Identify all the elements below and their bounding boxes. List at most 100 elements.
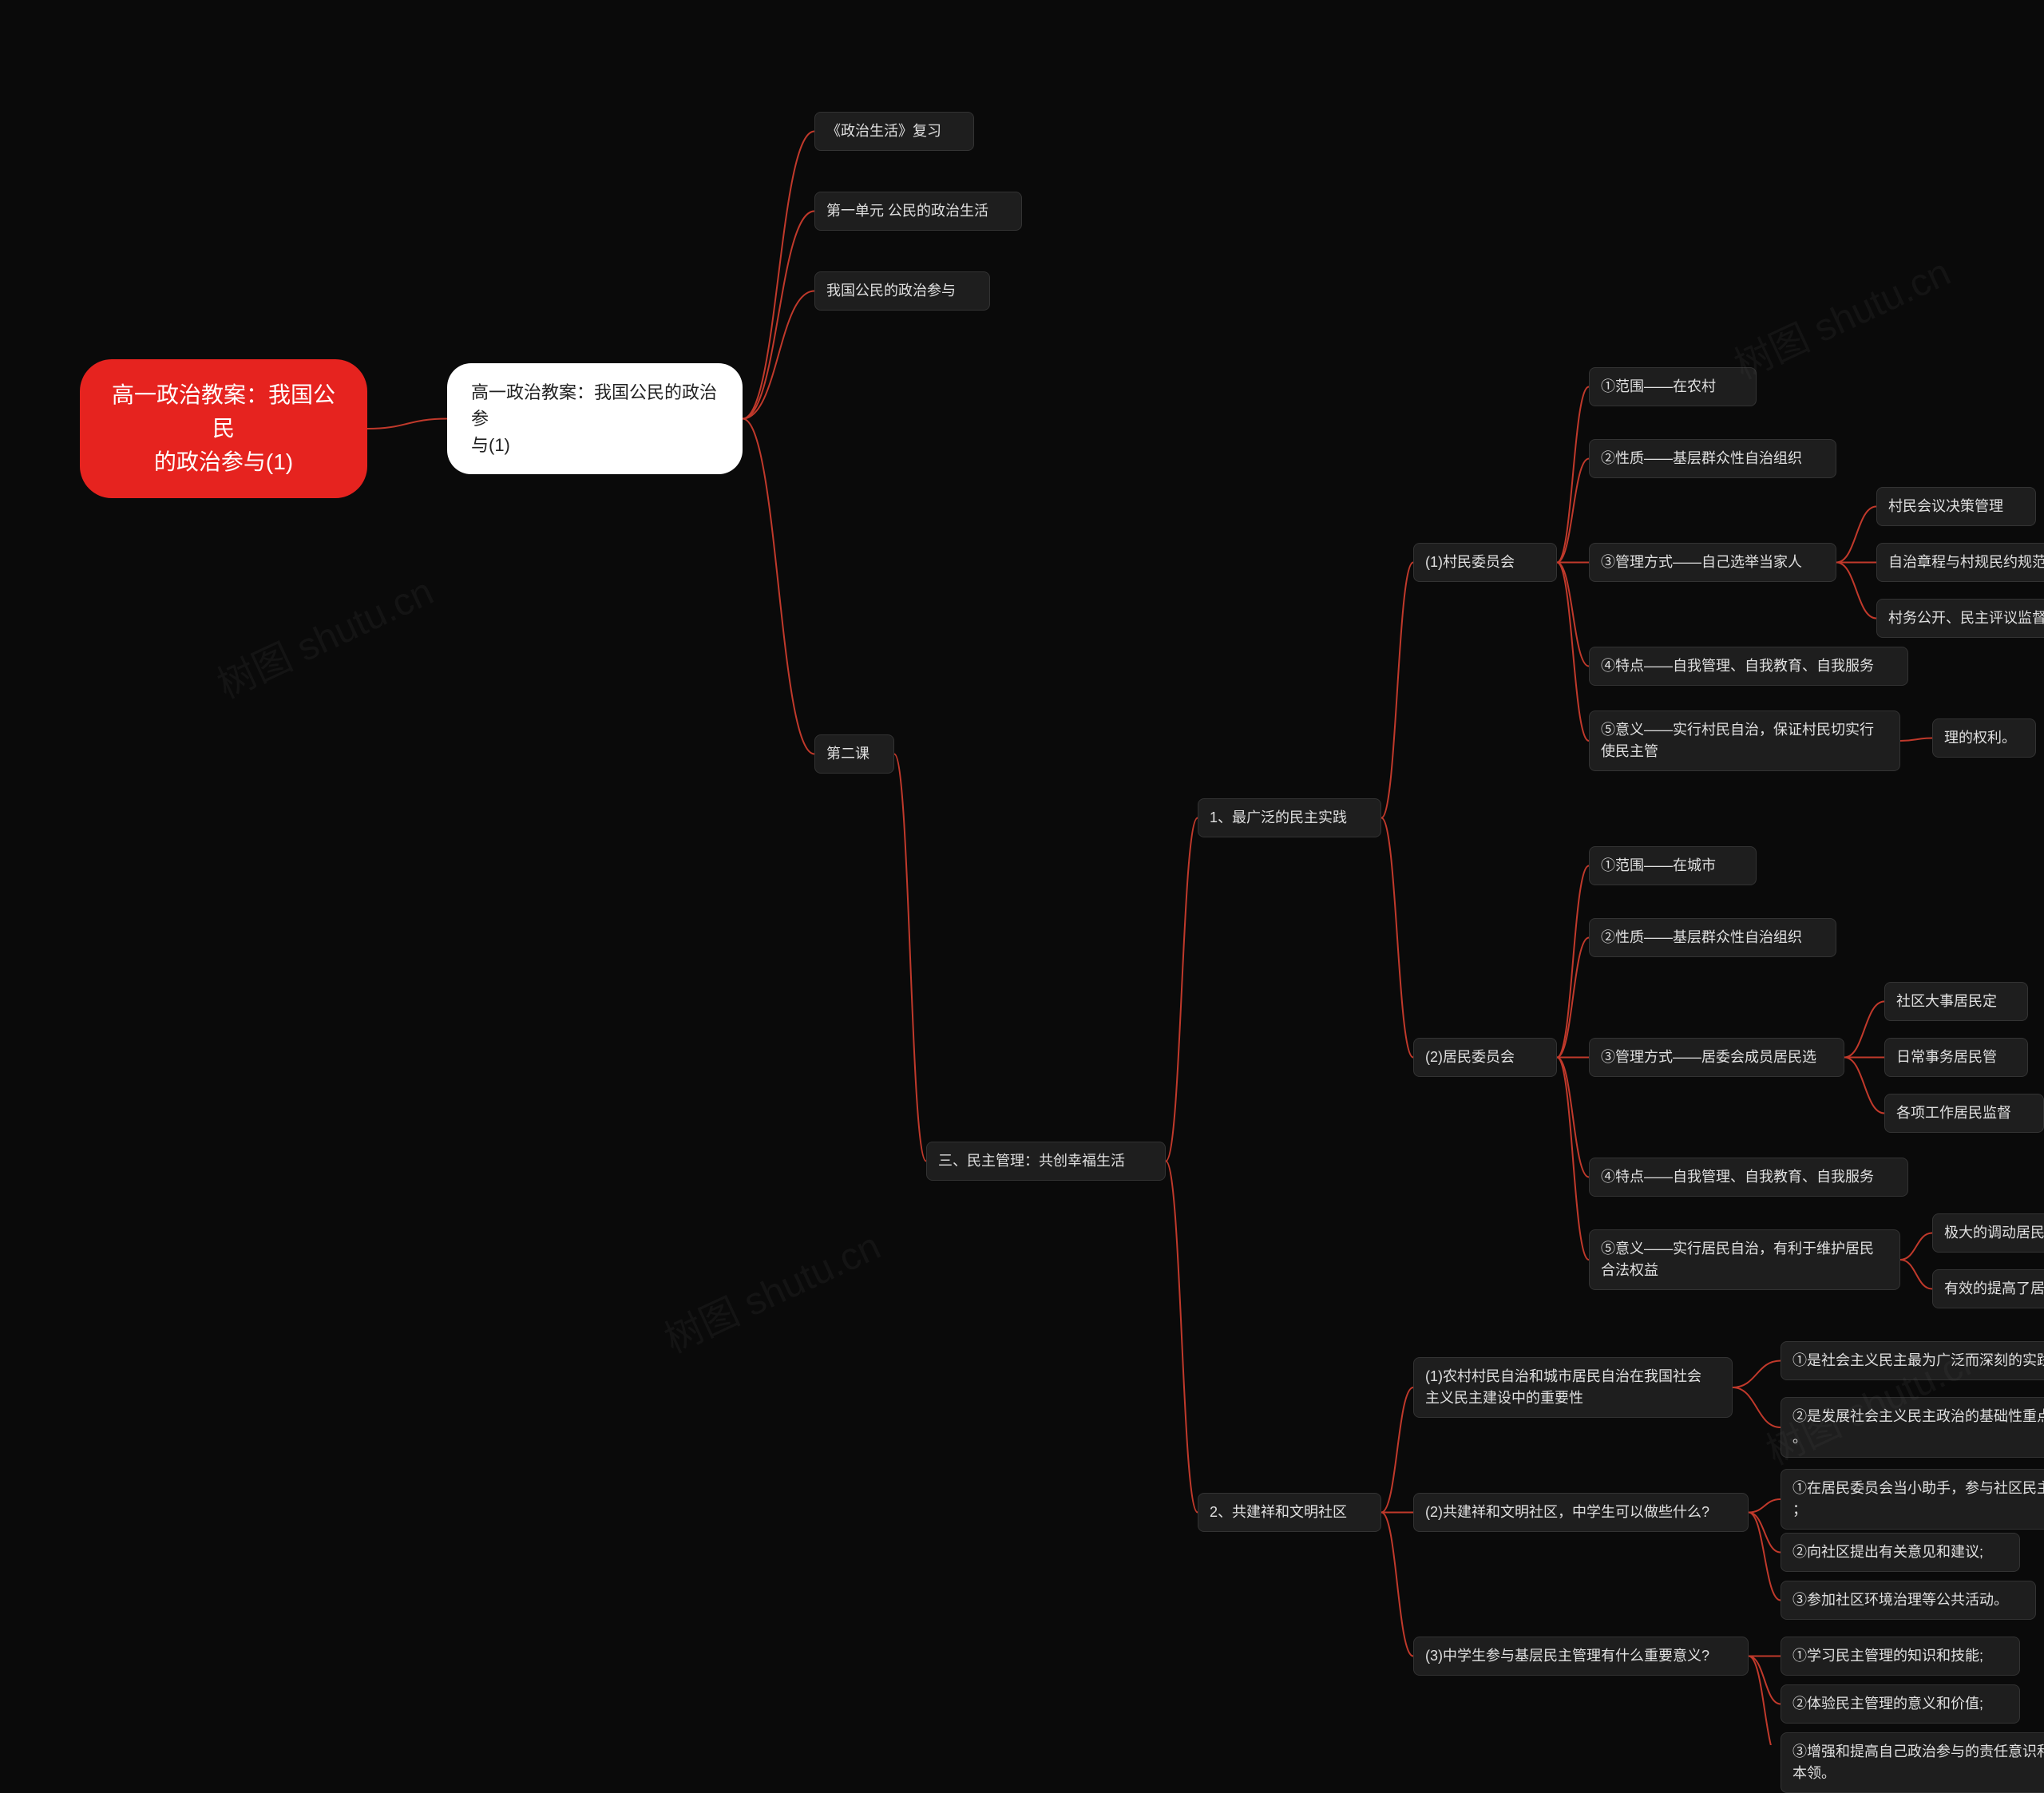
mindmap-node[interactable]: 村民会议决策管理 xyxy=(1876,487,2036,526)
edge xyxy=(1749,1656,1781,1704)
node-label: ②性质——基层群众性自治组织 xyxy=(1601,450,1802,466)
edge xyxy=(743,291,814,419)
edge xyxy=(1557,1058,1589,1261)
node-label: 自治章程与村规民约规范行为 xyxy=(1888,554,2044,570)
edge xyxy=(743,419,814,754)
edge xyxy=(894,754,926,1162)
mindmap-node[interactable]: 有效的提高了居民参与政治生活的能力。 xyxy=(1932,1269,2044,1308)
mindmap-node[interactable]: ③管理方式——居委会成员居民选 xyxy=(1589,1038,1844,1077)
edge xyxy=(743,212,814,419)
mindmap-node[interactable]: ①是社会主义民主最为广泛而深刻的实践; xyxy=(1781,1341,2044,1380)
edge xyxy=(1166,1162,1198,1513)
mindmap-node[interactable]: (3)中学生参与基层民主管理有什么重要意义? xyxy=(1413,1637,1749,1676)
mindmap-node[interactable]: ④特点——自我管理、自我教育、自我服务 xyxy=(1589,1158,1908,1197)
mindmap-node[interactable]: 第二课 xyxy=(814,734,894,774)
node-label: 第二课 xyxy=(826,746,869,762)
edge xyxy=(743,132,814,419)
node-label: ②是发展社会主义民主政治的基础性重点工程。 xyxy=(1792,1408,2044,1446)
node-label: ①范围——在农村 xyxy=(1601,378,1716,394)
node-label: 理的权利。 xyxy=(1944,730,2016,746)
edge xyxy=(1836,563,1876,619)
node-label: 日常事务居民管 xyxy=(1896,1049,1997,1065)
mindmap-node[interactable]: ②向社区提出有关意见和建议; xyxy=(1781,1533,2020,1572)
edge xyxy=(1557,387,1589,563)
mindmap-node[interactable]: 村务公开、民主评议监督干部 xyxy=(1876,599,2044,638)
node-label: ⑤意义——实行村民自治，保证村民切实行使民主管 xyxy=(1601,722,1874,759)
edge xyxy=(1844,1058,1884,1114)
edge xyxy=(367,419,447,429)
mindmap-node[interactable]: 自治章程与村规民约规范行为 xyxy=(1876,543,2044,582)
mindmap-node[interactable]: 我国公民的政治参与 xyxy=(814,271,990,311)
mindmap-node[interactable]: 三、民主管理：共创幸福生活 xyxy=(926,1142,1166,1181)
node-label: ③管理方式——自己选举当家人 xyxy=(1601,554,1802,570)
edge xyxy=(1900,738,1932,742)
edge xyxy=(1557,459,1589,563)
edge xyxy=(1749,1513,1781,1601)
node-label: 《政治生活》复习 xyxy=(826,123,941,139)
node-label: 高一政治教案：我国公民的政治参与(1) xyxy=(471,382,717,455)
node-label: ②体验民主管理的意义和价值; xyxy=(1792,1696,1983,1712)
edge xyxy=(1749,1656,1781,1746)
node-label: ③管理方式——居委会成员居民选 xyxy=(1601,1049,1816,1065)
node-label: ①是社会主义民主最为广泛而深刻的实践; xyxy=(1792,1352,2044,1368)
mindmap-node[interactable]: 日常事务居民管 xyxy=(1884,1038,2028,1077)
mindmap-node[interactable]: (1)农村村民自治和城市居民自治在我国社会主义民主建设中的重要性 xyxy=(1413,1357,1733,1418)
node-label: ③参加社区环境治理等公共活动。 xyxy=(1792,1592,2008,1608)
mindmap-node[interactable]: ①范围——在农村 xyxy=(1589,367,1757,406)
node-label: (3)中学生参与基层民主管理有什么重要意义? xyxy=(1425,1648,1709,1664)
mindmap-node[interactable]: 社区大事居民定 xyxy=(1884,982,2028,1021)
mindmap-node[interactable]: 2、共建祥和文明社区 xyxy=(1198,1493,1381,1532)
node-label: ④特点——自我管理、自我教育、自我服务 xyxy=(1601,1169,1874,1185)
mindmap-node[interactable]: 各项工作居民监督 xyxy=(1884,1094,2044,1133)
node-label: (2)共建祥和文明社区，中学生可以做些什么? xyxy=(1425,1504,1709,1520)
watermark: 树图 shutu.cn xyxy=(654,1215,888,1364)
edge xyxy=(1557,938,1589,1058)
mindmap-node[interactable]: (2)居民委员会 xyxy=(1413,1038,1557,1077)
node-label: 极大的调动居民参与社区建设的积极性， xyxy=(1944,1225,2044,1241)
node-label: 三、民主管理：共创幸福生活 xyxy=(938,1153,1125,1169)
mindmap-node[interactable]: ③管理方式——自己选举当家人 xyxy=(1589,543,1836,582)
mindmap-node[interactable]: 第一单元 公民的政治生活 xyxy=(814,192,1022,231)
node-label: 高一政治教案：我国公民的政治参与(1) xyxy=(112,382,335,474)
edge xyxy=(1836,507,1876,563)
node-label: ④特点——自我管理、自我教育、自我服务 xyxy=(1601,658,1874,674)
mindmap-node[interactable]: 高一政治教案：我国公民的政治参与(1) xyxy=(447,363,743,474)
node-label: 社区大事居民定 xyxy=(1896,993,1997,1009)
mindmap-node[interactable]: ②是发展社会主义民主政治的基础性重点工程。 xyxy=(1781,1397,2044,1458)
node-label: 各项工作居民监督 xyxy=(1896,1105,2011,1121)
node-label: (1)村民委员会 xyxy=(1425,554,1515,570)
mindmap-node[interactable]: ②性质——基层群众性自治组织 xyxy=(1589,439,1836,478)
mindmap-node[interactable]: (1)村民委员会 xyxy=(1413,543,1557,582)
mindmap-node[interactable]: 高一政治教案：我国公民的政治参与(1) xyxy=(80,359,367,498)
node-label: ①范围——在城市 xyxy=(1601,857,1716,873)
mindmap-node[interactable]: 1、最广泛的民主实践 xyxy=(1198,798,1381,837)
edge xyxy=(1749,1513,1781,1553)
edge xyxy=(1557,563,1589,742)
edge xyxy=(1900,1233,1932,1261)
node-label: ②性质——基层群众性自治组织 xyxy=(1601,929,1802,945)
edge xyxy=(1557,1058,1589,1178)
mindmap-node[interactable]: 理的权利。 xyxy=(1932,718,2036,758)
mindmap-node[interactable]: ④特点——自我管理、自我教育、自我服务 xyxy=(1589,647,1908,686)
node-label: 1、最广泛的民主实践 xyxy=(1210,809,1347,825)
node-label: ③增强和提高自己政治参与的责任意识和实际本领。 xyxy=(1792,1744,2044,1781)
mindmap-node[interactable]: ③增强和提高自己政治参与的责任意识和实际本领。 xyxy=(1781,1732,2044,1793)
edge xyxy=(1844,1002,1884,1058)
edge xyxy=(1557,563,1589,667)
mindmap-node[interactable]: ③参加社区环境治理等公共活动。 xyxy=(1781,1581,2036,1620)
edge xyxy=(1733,1361,1781,1388)
mindmap-node[interactable]: ②体验民主管理的意义和价值; xyxy=(1781,1684,2020,1724)
edge xyxy=(1166,818,1198,1162)
mindmap-node[interactable]: 极大的调动居民参与社区建设的积极性， xyxy=(1932,1213,2044,1253)
mindmap-node[interactable]: ⑤意义——实行居民自治，有利于维护居民合法权益 xyxy=(1589,1229,1900,1290)
mindmap-node[interactable]: (2)共建祥和文明社区，中学生可以做些什么? xyxy=(1413,1493,1749,1532)
mindmap-node[interactable]: ①在居民委员会当小助手，参与社区民主管理； xyxy=(1781,1469,2044,1530)
mindmap-node[interactable]: ①学习民主管理的知识和技能; xyxy=(1781,1637,2020,1676)
mindmap-node[interactable]: 《政治生活》复习 xyxy=(814,112,974,151)
mindmap-node[interactable]: ①范围——在城市 xyxy=(1589,846,1757,885)
mindmap-node[interactable]: ②性质——基层群众性自治组织 xyxy=(1589,918,1836,957)
mindmap-node[interactable]: ⑤意义——实行村民自治，保证村民切实行使民主管 xyxy=(1589,710,1900,771)
edge xyxy=(1733,1387,1781,1427)
edge xyxy=(1749,1499,1781,1513)
edge xyxy=(1381,818,1413,1058)
